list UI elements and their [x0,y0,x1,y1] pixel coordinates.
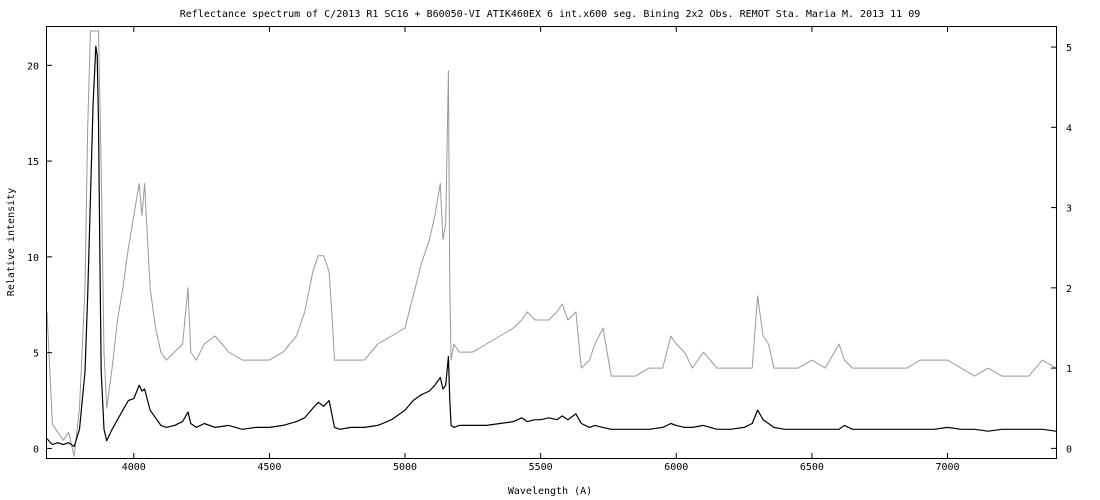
x-tick-label: 7000 [935,462,959,473]
x-axis-label: Wavelength (A) [508,486,592,497]
y2-tick-label: 1 [1066,364,1072,375]
y-tick-label: 20 [27,61,39,72]
x-tick-label: 6000 [664,462,688,473]
y-tick-label: 10 [27,253,39,264]
intensity-series-black [47,45,1056,448]
y-tick-label: 15 [27,157,39,168]
y2-tick-label: 0 [1066,444,1072,455]
y-tick-label: 0 [33,444,39,455]
plot-area [47,30,1056,457]
plot-frame [46,26,1057,459]
reflectance-series-grey [47,30,1056,457]
y2-tick-label: 5 [1066,43,1072,54]
y-axis-label: Relative intensity [6,188,17,296]
y2-tick-label: 2 [1066,284,1072,295]
axis-ticks [47,27,1056,458]
x-tick-label: 5500 [529,462,553,473]
x-tick-label: 5000 [393,462,417,473]
x-tick-label: 4500 [257,462,281,473]
y-tick-label: 5 [33,349,39,360]
chart-title: Reflectance spectrum of C/2013 R1 SC16 +… [180,9,921,20]
x-tick-label: 6500 [800,462,824,473]
tick-labels: 4000 4500 5000 5500 6000 6500 7000 0 5 10 15 20 0 1 2 3… [27,43,1072,473]
y2-tick-label: 4 [1066,123,1072,134]
x-tick-label: 4000 [122,462,146,473]
y2-tick-label: 3 [1066,204,1072,215]
